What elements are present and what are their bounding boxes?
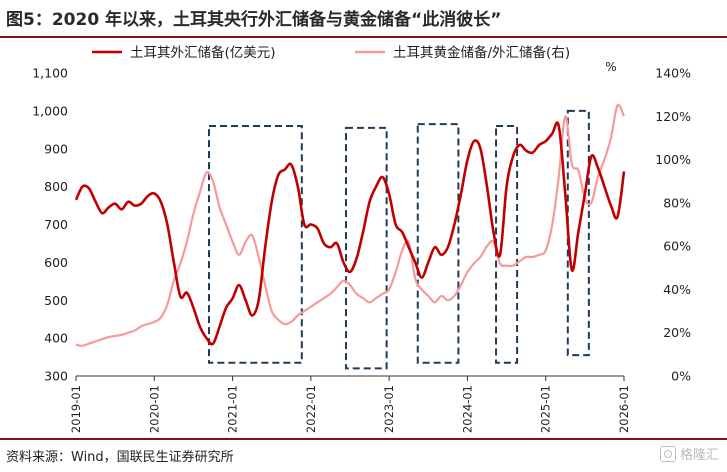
legend-fx-reserve: 土耳其外汇储备(亿美元) xyxy=(92,44,276,61)
x-tick-label: 2022-01 xyxy=(304,385,318,433)
title-divider xyxy=(0,36,727,38)
y-right-tick-label: 60% xyxy=(663,239,691,254)
y-left-tick-label: 900 xyxy=(44,141,68,156)
legend-label: 土耳其外汇储备(亿美元) xyxy=(130,44,276,61)
x-tick-label: 2023-01 xyxy=(382,385,396,433)
x-tick-label: 2024-01 xyxy=(460,385,474,433)
chart-axes: 300 400 500 600 700 800 900 1,000 1,100 0% 20% 40% 6… xyxy=(32,60,691,433)
y-right-tick-label: 140% xyxy=(655,66,691,81)
footer-divider xyxy=(0,438,727,440)
watermark-logo-icon xyxy=(659,445,676,462)
y-right-tick-label: 120% xyxy=(655,109,691,124)
legend-label: 土耳其黄金储备/外汇储备(右) xyxy=(393,44,570,61)
x-tick-label: 2020-01 xyxy=(147,385,161,433)
chart-legend: 土耳其外汇储备(亿美元) 土耳其黄金储备/外汇储备(右) xyxy=(92,44,570,61)
x-tick-label: 2026-01 xyxy=(617,385,631,433)
y-right-tick-label: 20% xyxy=(663,325,691,340)
y-left-tick-label: 300 xyxy=(44,369,68,384)
y-left-tick-label: 400 xyxy=(44,331,68,346)
y-right-tick-label: 100% xyxy=(655,152,691,167)
x-tick-label: 2019-01 xyxy=(69,385,83,433)
series-lines xyxy=(74,103,626,347)
gold-fx-ratio-line xyxy=(75,103,626,347)
highlight-box xyxy=(345,126,388,370)
y-right-unit-label: % xyxy=(605,60,616,74)
legend-gold-ratio: 土耳其黄金储备/外汇储备(右) xyxy=(355,44,570,61)
highlight-box xyxy=(208,125,303,364)
y-left-tick-label: 1,000 xyxy=(32,103,68,118)
source-note: 资料来源：Wind，国联民生证券研究所 xyxy=(6,450,234,465)
x-tick-label: 2025-01 xyxy=(539,385,553,433)
y-left-tick-label: 800 xyxy=(44,179,68,194)
y-right-tick-label: 80% xyxy=(663,195,691,210)
watermark-text: 格隆汇 xyxy=(679,448,719,463)
highlight-box xyxy=(495,125,519,364)
y-right-tick-label: 0% xyxy=(671,369,691,384)
x-tick-label: 2021-01 xyxy=(226,385,240,433)
fx-reserve-line xyxy=(74,121,626,346)
highlight-box xyxy=(416,123,460,364)
watermark: 格隆汇 xyxy=(659,444,719,463)
y-left-tick-label: 600 xyxy=(44,255,68,270)
y-left-tick-label: 500 xyxy=(44,293,68,308)
y-left-tick-label: 1,100 xyxy=(32,66,68,81)
y-left-tick-label: 700 xyxy=(44,217,68,232)
figure-title: 图5：2020 年以来，土耳其央行外汇储备与黄金储备“此消彼长” xyxy=(6,10,502,30)
y-right-tick-label: 40% xyxy=(663,282,691,297)
